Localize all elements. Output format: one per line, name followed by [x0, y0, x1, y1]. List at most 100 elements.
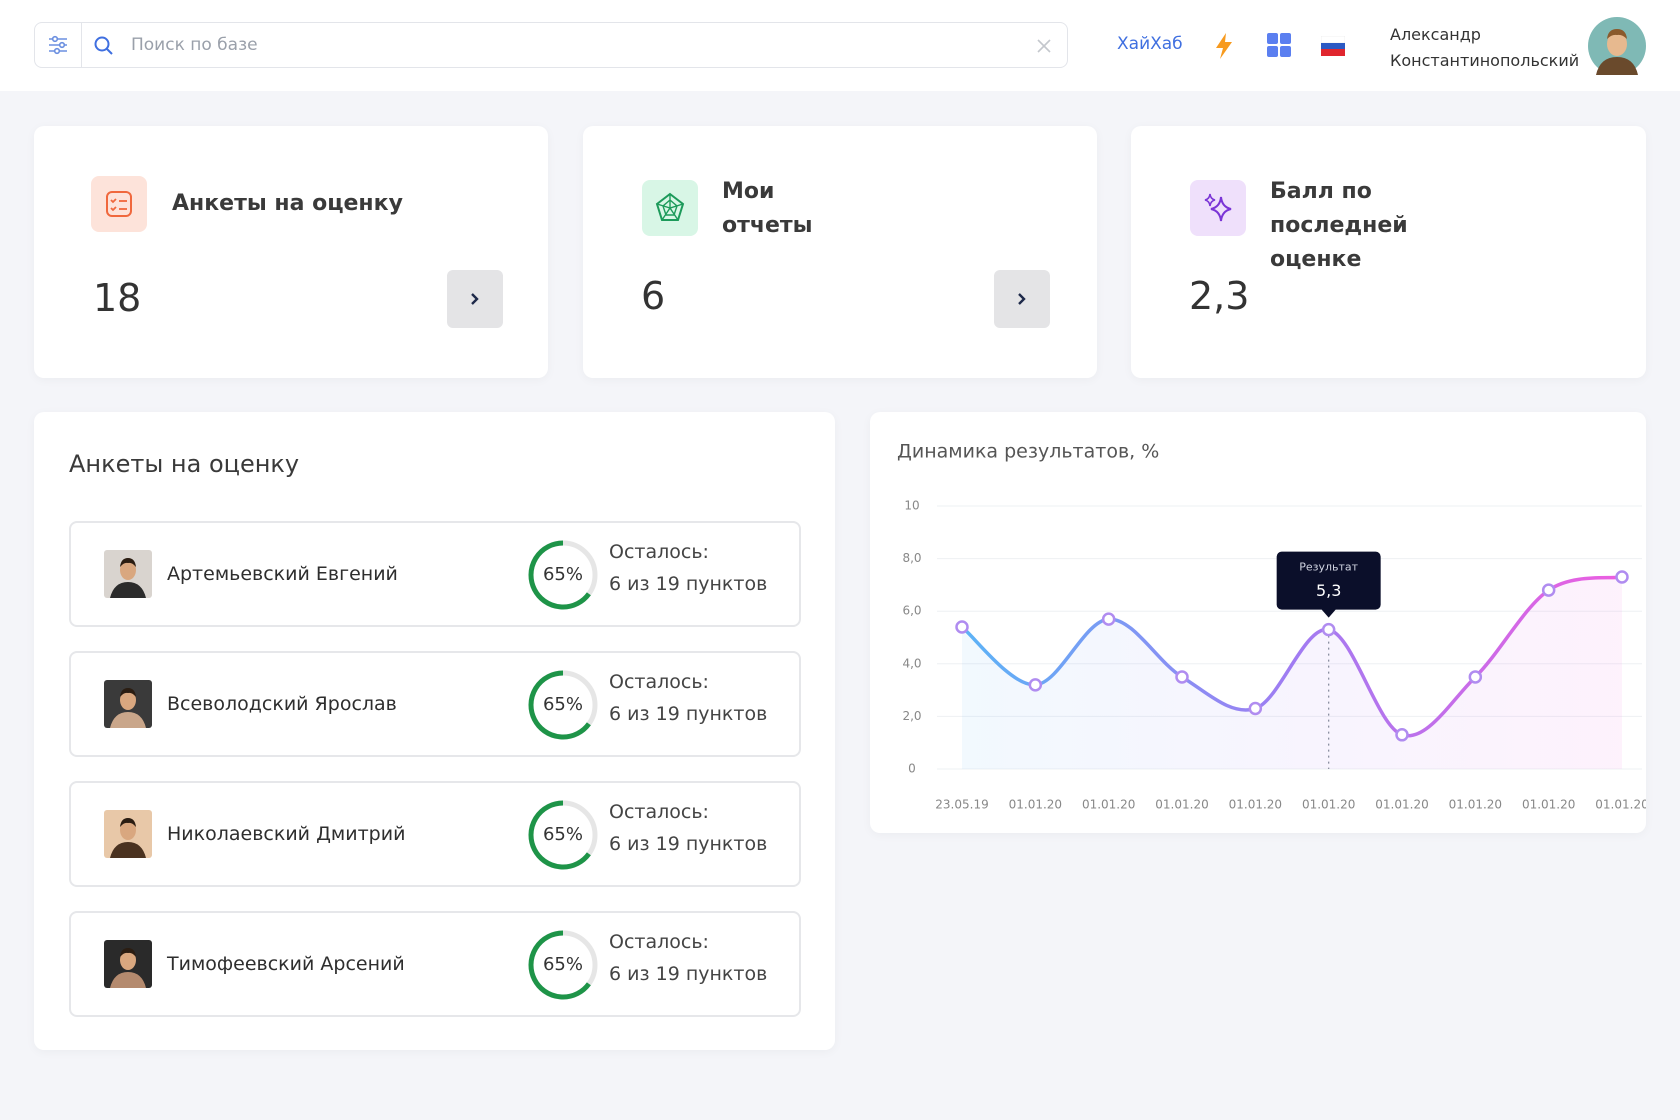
card-title: Балл по последней оценке: [1270, 179, 1408, 272]
x-tick-label: 01.01.20: [1009, 798, 1062, 812]
point: [1321, 622, 1336, 637]
avatar-body: [110, 712, 146, 728]
point: [1395, 728, 1409, 742]
avatar-face: [120, 690, 136, 710]
point: [1101, 612, 1116, 626]
card-title: Анкеты на оценку: [172, 191, 403, 216]
row-name: Тимофеевский Арсений: [167, 953, 405, 975]
avatar-face: [120, 560, 136, 580]
progress-ring: 65%: [528, 540, 598, 610]
x-tick-label: 01.01.20: [1302, 798, 1355, 812]
card-value: 2,3: [1189, 274, 1250, 318]
user-last-name: Константинопольский: [1390, 51, 1580, 70]
point: [1175, 670, 1189, 684]
progress-ring: 65%: [528, 670, 598, 740]
tooltip-title: Результат: [1299, 561, 1358, 574]
progress-ring: 65%: [528, 800, 598, 870]
list-row[interactable]: Всеволодский Ярослав 65% Осталось: 6 из 19 …: [69, 651, 801, 757]
card: Мои отчеты 6: [583, 126, 1097, 378]
avatar-body: [110, 972, 146, 988]
y-tick-label: 10: [904, 499, 919, 513]
remaining-title: Осталось:: [609, 671, 709, 693]
search-placeholder: Поиск по базе: [131, 35, 258, 55]
remaining: 6 из 19 пунктов: [609, 833, 768, 855]
avatar-hair: [120, 948, 136, 957]
remaining: 6 из 19 пунктов: [609, 573, 768, 595]
avatar-hair: [120, 818, 136, 827]
list-row[interactable]: Тимофеевский Арсений 65% Осталось: 6 из 19 …: [69, 911, 801, 1017]
filter-button[interactable]: [35, 23, 82, 67]
row-avatar: [104, 940, 152, 988]
y-tick-label: 4,0: [902, 656, 921, 670]
clear-button[interactable]: [1035, 37, 1053, 55]
progress-arc: [528, 930, 591, 1000]
area: [962, 577, 1622, 769]
search-bar[interactable]: Поиск по базе: [34, 22, 1068, 68]
y-tick-label: 2,0: [902, 709, 921, 723]
list-title: Анкеты на оценку: [69, 450, 300, 478]
avatar-hair: [120, 558, 136, 567]
progress-label: 65%: [543, 694, 583, 715]
point: [1248, 701, 1263, 716]
card-open-button[interactable]: [994, 270, 1050, 328]
card-icon: [91, 176, 147, 232]
chart: Динамика результатов, % 0 2,0 4,0 6,0 8,0 10 2…: [897, 441, 1649, 812]
user-name[interactable]: Александр Константинопольский: [1390, 22, 1579, 74]
point: [955, 620, 969, 634]
row-name: Николаевский Дмитрий: [167, 823, 406, 845]
remaining: 6 из 19 пунктов: [609, 963, 768, 985]
card-icon: [1190, 180, 1246, 236]
language-flag[interactable]: [1321, 36, 1345, 56]
user-first-name: Александр: [1390, 25, 1481, 44]
remaining: 6 из 19 пунктов: [609, 703, 768, 725]
y-tick-label: 6,0: [902, 604, 921, 618]
lightning-icon[interactable]: [1212, 32, 1236, 60]
line: [960, 575, 1623, 738]
card-open-button[interactable]: [447, 270, 503, 328]
user-avatar[interactable]: [1588, 17, 1646, 75]
evaluation-list: Анкеты на оценку Артемьевский Евгений 65%…: [34, 412, 835, 1050]
card-title: Мои отчеты: [722, 179, 813, 238]
brand-link[interactable]: ХайХаб: [1117, 34, 1183, 54]
list-row[interactable]: Артемьевский Евгений 65% Осталось: 6 из 19 …: [69, 521, 801, 627]
card-icon: [642, 180, 698, 236]
progress-label: 65%: [543, 824, 583, 845]
x-tick-label: 01.01.20: [1082, 798, 1135, 812]
card-value: 6: [641, 274, 666, 318]
card-value: 18: [93, 276, 142, 320]
x-tick-label: 01.01.20: [1595, 798, 1646, 812]
chart-panel: Динамика результатов, % 0 2,0 4,0 6,0 8,0 10 2…: [870, 412, 1649, 833]
row-avatar: [104, 810, 152, 858]
search-icon: [94, 36, 113, 55]
point: [1468, 670, 1483, 684]
point: [1615, 570, 1629, 584]
remaining-title: Осталось:: [609, 541, 709, 563]
tooltip-box: [1276, 551, 1381, 618]
card: Балл по последней оценке 2,3: [1131, 126, 1646, 378]
avatar-hair: [120, 688, 136, 697]
avatar-body: [110, 582, 146, 598]
chart-title: Динамика результатов, %: [897, 441, 1159, 463]
progress-arc: [528, 800, 591, 870]
header: Поиск по базе ХайХаб Александр Константи…: [0, 0, 1680, 91]
progress-label: 65%: [543, 564, 583, 585]
point: [1541, 583, 1556, 597]
tooltip-value: 5,3: [1316, 581, 1341, 600]
point: [1028, 678, 1043, 692]
avatar-face: [120, 820, 136, 840]
progress-ring: 65%: [528, 930, 598, 1000]
list-row[interactable]: Николаевский Дмитрий 65% Осталось: 6 из 19 …: [69, 781, 801, 887]
avatar-face: [120, 950, 136, 970]
x-tick-label: 01.01.20: [1229, 798, 1282, 812]
row-avatar: [104, 680, 152, 728]
row-name: Всеволодский Ярослав: [167, 693, 397, 715]
row-name: Артемьевский Евгений: [167, 563, 398, 585]
row-avatar: [104, 550, 152, 598]
x-tick-label: 01.01.20: [1522, 798, 1575, 812]
x-tick-label: 23.05.19: [935, 798, 988, 812]
y-tick-label: 8,0: [902, 551, 921, 565]
x-tick-label: 01.01.20: [1375, 798, 1428, 812]
remaining-title: Осталось:: [609, 931, 709, 953]
apps-icon[interactable]: [1267, 33, 1292, 58]
